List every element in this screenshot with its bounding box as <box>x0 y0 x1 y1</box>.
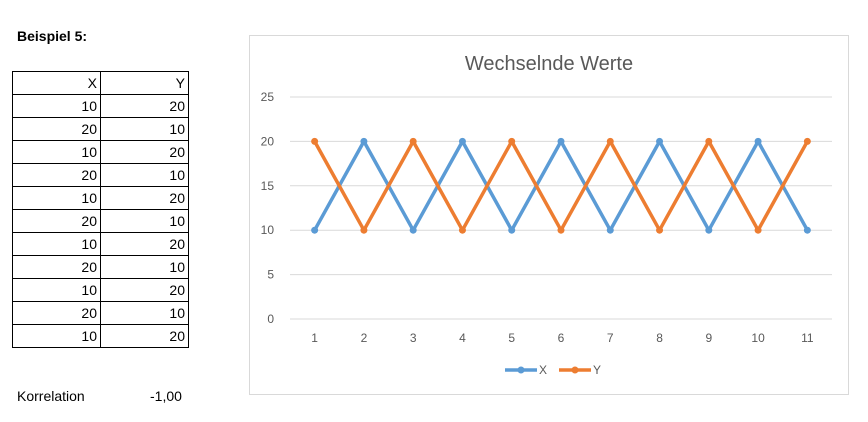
table-cell[interactable]: 20 <box>100 278 189 302</box>
table-cell[interactable]: 10 <box>12 232 101 256</box>
table-cell[interactable]: 10 <box>100 301 189 325</box>
table-row: 10 20 <box>12 94 189 118</box>
column-header-y[interactable]: Y <box>100 71 189 95</box>
table-row: 20 10 <box>12 117 189 141</box>
y-tick-label: 25 <box>261 90 275 104</box>
data-point-x <box>409 226 417 234</box>
table-cell[interactable]: 10 <box>100 209 189 233</box>
data-point-x <box>508 226 516 234</box>
legend-swatch-marker <box>571 366 579 374</box>
x-tick-label: 2 <box>361 331 368 345</box>
table-row: 10 20 <box>12 232 189 256</box>
data-point-x <box>656 137 664 145</box>
data-point-y <box>409 137 417 145</box>
y-tick-label: 15 <box>261 179 275 193</box>
data-table: X Y 10 20 20 10 10 20 20 10 10 20 20 10 10 20 20 10 10 20 20… <box>12 71 189 348</box>
chart-area[interactable]: Wechselnde Werte 0 5 10 15 20 25 1 2 3 4 5 6 7 8 9 10 11 X… <box>249 35 849 395</box>
data-point-x <box>557 137 565 145</box>
table-cell[interactable]: 20 <box>100 324 189 348</box>
line-chart: Wechselnde Werte 0 5 10 15 20 25 1 2 3 4 5 6 7 8 9 10 11 X… <box>261 53 832 377</box>
data-point-x <box>606 226 614 234</box>
data-point-y <box>508 137 516 145</box>
table-row: 20 10 <box>12 209 189 233</box>
legend-label-x: X <box>539 363 547 377</box>
data-point-y <box>606 137 614 145</box>
table-cell[interactable]: 10 <box>100 117 189 141</box>
table-row: 10 20 <box>12 324 189 348</box>
correlation-label: Korrelation <box>17 388 85 404</box>
x-tick-label: 1 <box>311 331 318 345</box>
y-tick-label: 20 <box>261 134 275 148</box>
data-point-y <box>705 137 713 145</box>
table-cell[interactable]: 20 <box>12 255 101 279</box>
table-row: 10 20 <box>12 278 189 302</box>
data-point-y <box>754 226 762 234</box>
x-tick-label: 5 <box>508 331 515 345</box>
x-tick-label: 6 <box>558 331 565 345</box>
table-cell[interactable]: 20 <box>12 163 101 187</box>
table-cell[interactable]: 20 <box>12 117 101 141</box>
x-tick-label: 11 <box>801 331 814 345</box>
x-tick-label: 9 <box>705 331 712 345</box>
table-cell[interactable]: 20 <box>100 140 189 164</box>
table-cell[interactable]: 20 <box>100 232 189 256</box>
data-point-y <box>360 226 368 234</box>
y-tick-label: 0 <box>267 312 274 326</box>
data-point-x <box>360 137 368 145</box>
table-cell[interactable]: 20 <box>100 186 189 210</box>
data-point-y <box>656 226 664 234</box>
table-cell[interactable]: 10 <box>12 140 101 164</box>
x-tick-label: 3 <box>410 331 417 345</box>
y-tick-label: 5 <box>267 268 274 282</box>
x-tick-label: 7 <box>607 331 614 345</box>
data-point-x <box>705 226 713 234</box>
table-cell[interactable]: 20 <box>100 94 189 118</box>
table-cell[interactable]: 10 <box>12 278 101 302</box>
x-tick-label: 8 <box>656 331 663 345</box>
data-point-y <box>311 137 319 145</box>
table-cell[interactable]: 10 <box>12 324 101 348</box>
legend-swatch-marker <box>517 366 525 374</box>
table-cell[interactable]: 10 <box>12 94 101 118</box>
table-row: 20 10 <box>12 255 189 279</box>
table-row: 10 20 <box>12 186 189 210</box>
x-tick-label: 4 <box>459 331 466 345</box>
table-row: 20 10 <box>12 301 189 325</box>
table-cell[interactable]: 20 <box>12 301 101 325</box>
data-point-x <box>803 226 811 234</box>
table-cell[interactable]: 10 <box>12 186 101 210</box>
chart-title: Wechselnde Werte <box>465 53 633 75</box>
correlation-value: -1,00 <box>150 388 182 404</box>
table-cell[interactable]: 20 <box>12 209 101 233</box>
data-point-x <box>754 137 762 145</box>
legend-label-y: Y <box>593 363 601 377</box>
data-point-y <box>557 226 565 234</box>
table-row: 20 10 <box>12 163 189 187</box>
x-tick-label: 10 <box>751 331 765 345</box>
table-cell[interactable]: 10 <box>100 255 189 279</box>
y-tick-label: 10 <box>261 223 275 237</box>
data-point-y <box>458 226 466 234</box>
section-title: Beispiel 5: <box>17 28 88 44</box>
table-cell[interactable]: 10 <box>100 163 189 187</box>
column-header-x[interactable]: X <box>12 71 101 95</box>
data-point-x <box>458 137 466 145</box>
table-row: 10 20 <box>12 140 189 164</box>
data-point-x <box>311 226 319 234</box>
data-point-y <box>803 137 811 145</box>
